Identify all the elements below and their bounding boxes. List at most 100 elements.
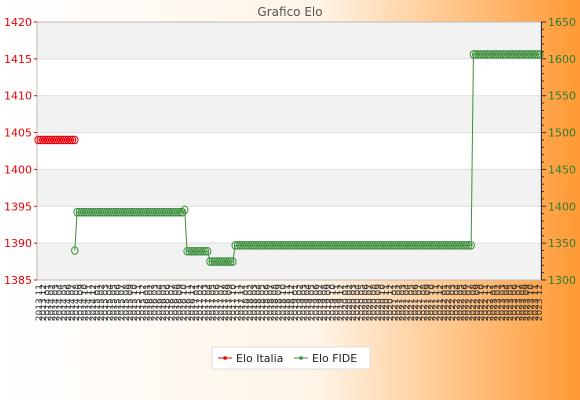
x-tick-label: 2023 06 [510,284,520,321]
grid-band [37,169,541,207]
x-tick-label: 2020 01 [341,284,351,321]
x-tick-label: 2022 07 [465,284,475,321]
x-tick-label: 2014 10 [81,284,91,321]
series-layer [34,50,544,266]
series-elo-fide-point [536,50,544,59]
x-tick-label: 2019 12 [337,284,347,321]
x-tick-label: 2014 02 [47,284,57,321]
legend-item-elo-italia-marker [223,356,227,360]
x-tick-label: 2022 04 [452,284,462,321]
series-elo-fide-point [229,257,237,266]
series-elo-italia-point [66,135,74,145]
x-tick-label: 2020 07 [366,284,376,321]
x-tick-label: 2014 01 [43,284,53,321]
y-right-tick-label: 1650 [548,16,576,29]
x-tick-label: 2017 11 [233,284,243,321]
x-tick-label: 2016 05 [159,284,169,321]
x-tick-label: 2020 12 [386,284,396,321]
x-tick-label: 2014 03 [52,284,62,321]
x-tick-label: 2016 09 [176,284,186,321]
series-elo-fide-point [203,246,212,256]
x-tick-label: 2017 12 [237,284,247,321]
y-left-tick-label: 1385 [4,274,32,287]
x-tick-label: 2019 11 [333,284,343,321]
x-tick-label: 2017 09 [225,284,235,321]
x-tick-label: 2015 02 [97,284,107,321]
x-tick-label: 2021 12 [436,284,446,321]
x-tick-label: 2018 01 [242,284,252,321]
series-elo-fide-point [201,246,210,256]
x-tick-label: 2019 02 [295,284,305,321]
x-tick-label: 2018 12 [287,284,297,321]
x-tick-label: 2016 08 [171,284,181,321]
x-tick-label: 2018 05 [258,284,268,321]
series-elo-fide-point [226,257,235,266]
x-tick-label: 2021 07 [415,284,425,321]
x-tick-label: 2023 09 [523,284,533,321]
chart-title: Grafico Elo [257,5,322,19]
y-left-tick-label: 1405 [4,127,32,140]
x-tick-label: 2015 05 [109,284,119,321]
x-tick-label: 2013 11 [35,284,45,321]
x-tick-label: 2017 06 [213,284,223,321]
x-tick-label: 2016 10 [180,284,190,321]
x-tick-label: 2016 03 [151,284,161,321]
x-tick-label: 2017 01 [192,284,202,321]
series-elo-fide-point [531,50,539,59]
y-left-tick-label: 1390 [4,237,32,250]
series-elo-fide-point [174,207,182,217]
x-tick-label: 2016 01 [142,284,152,321]
x-tick-label: 2019 04 [304,284,314,321]
x-tick-label: 2021 10 [428,284,438,321]
series-elo-fide-point [176,207,184,217]
x-tick-label: 2019 05 [308,284,318,321]
x-tick-label: 2022 05 [456,284,466,321]
x-tick-label: 2021 08 [419,284,429,321]
x-tick-label: 2022 09 [473,284,483,321]
x-tick-label: 2022 02 [444,284,454,321]
x-tick-label: 2020 10 [378,284,388,321]
x-tick-label: 2021 04 [403,284,413,321]
x-tick-label: 2014 07 [68,284,78,321]
x-tick-label: 2017 02 [196,284,206,321]
x-tick-label: 2018 06 [262,284,272,321]
x-tick-label: 2022 08 [469,284,479,321]
x-tick-label: 2023 08 [518,284,528,321]
series-elo-fide-point [181,205,189,215]
x-tick-label: 2021 11 [432,284,442,321]
x-tick-label: 2014 04 [56,284,66,321]
x-tick-label: 2018 03 [250,284,260,321]
x-tick-label: 2022 12 [485,284,495,321]
x-tick-label: 2015 11 [134,284,144,321]
series-elo-italia-point [71,135,79,145]
series-elo-fide-point [465,241,473,250]
x-tick-label: 2018 04 [254,284,264,321]
y-left-tick-label: 1400 [4,163,32,176]
x-tick-label: 2018 07 [266,284,276,321]
x-tick-label: 2023 12 [535,284,545,321]
x-tick-label: 2014 08 [72,284,82,321]
x-tick-label: 2019 09 [324,284,334,321]
x-tick-label: 2019 01 [291,284,301,321]
x-tick-label: 2017 07 [217,284,227,321]
x-tick-label: 2017 04 [204,284,214,321]
x-tick-label: 2020 02 [345,284,355,321]
x-tick-label: 2021 01 [390,284,400,321]
x-tick-label: 2021 03 [399,284,409,321]
x-tick-label: 2023 03 [498,284,508,321]
plot-area [36,21,542,281]
x-tick-label: 2019 07 [316,284,326,321]
series-elo-fide-point [224,257,232,266]
x-tick-label: 2015 03 [101,284,111,321]
x-tick-label: 2015 09 [126,284,136,321]
y-right-tick-label: 1600 [548,53,576,66]
series-elo-fide-point [533,50,542,59]
y-left-tick-label: 1395 [4,200,32,213]
y-right-tick-label: 1400 [548,200,576,213]
y-left-tick-label: 1410 [4,90,32,103]
x-tick-label: 2016 06 [163,284,173,321]
axis-layer: 1385 1390 1395 1400 1405 1410 1415 1420 1300 1350… [4,16,576,321]
x-tick-label: 2015 01 [93,284,103,321]
x-tick-label: 2019 08 [320,284,330,321]
